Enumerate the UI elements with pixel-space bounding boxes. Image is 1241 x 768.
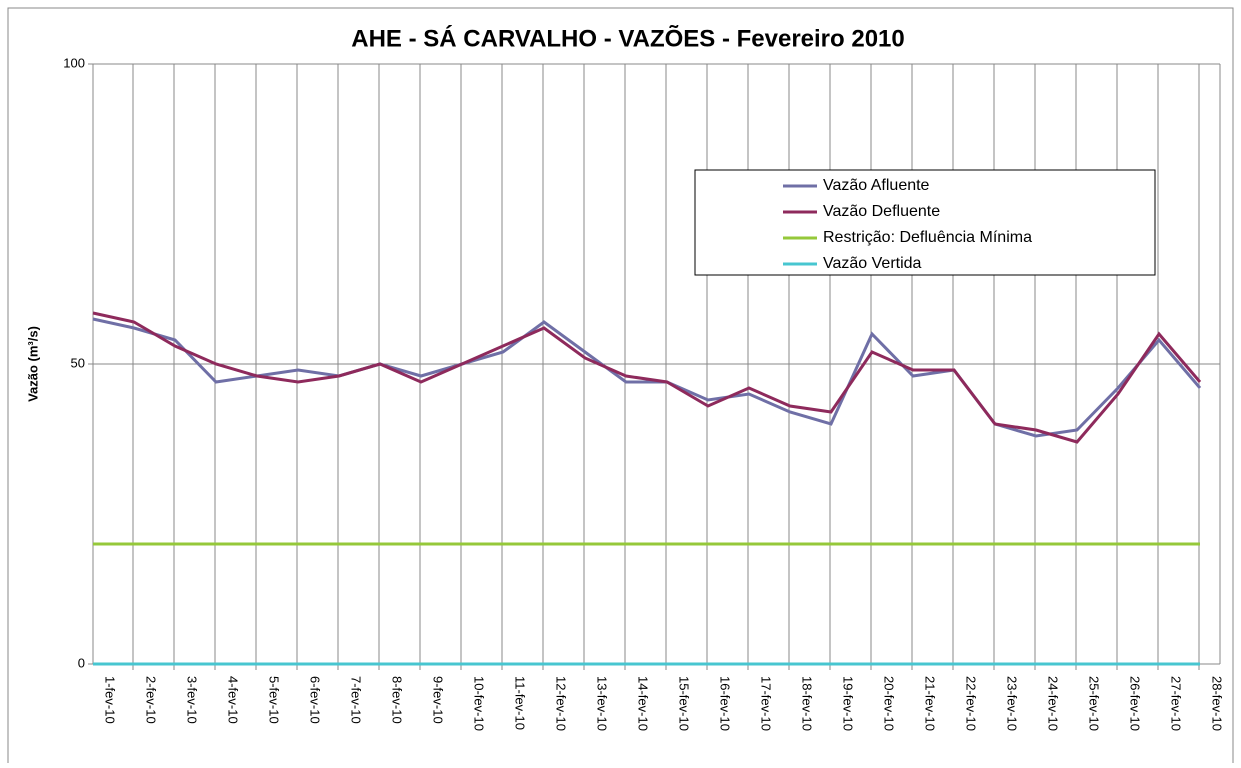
x-tick-label: 13-fev-10: [595, 676, 610, 731]
x-tick-label: 24-fev-10: [1046, 676, 1061, 731]
y-axis-label: Vazão (m³/s): [25, 326, 40, 402]
x-tick-label: 1-fev-10: [103, 676, 118, 724]
x-tick-label: 25-fev-10: [1087, 676, 1102, 731]
x-tick-label: 18-fev-10: [800, 676, 815, 731]
x-tick-label: 11-fev-10: [513, 676, 528, 730]
x-tick-label: 26-fev-10: [1128, 676, 1143, 731]
y-tick-label: 0: [78, 655, 85, 670]
frame: [7, 7, 1234, 768]
y-tick-label: 50: [71, 355, 85, 370]
legend-box: [694, 169, 1156, 276]
x-tick-label: 2-fev-10: [144, 676, 159, 724]
y-tick-label: 100: [63, 55, 85, 70]
x-tick-label: 15-fev-10: [677, 676, 692, 731]
x-tick-label: 5-fev-10: [267, 676, 282, 724]
legend-label: Vazão Vertida: [823, 255, 922, 272]
x-tick-label: 27-fev-10: [1169, 676, 1184, 731]
x-tick-label: 21-fev-10: [923, 676, 938, 731]
x-tick-label: 7-fev-10: [349, 676, 364, 724]
x-tick-label: 28-fev-10: [1210, 676, 1225, 731]
series-line: [92, 311, 1202, 444]
x-tick-label: 14-fev-10: [636, 676, 651, 731]
x-tick-label: 22-fev-10: [964, 676, 979, 731]
x-tick-label: 3-fev-10: [185, 676, 200, 724]
x-tick-label: 10-fev-10: [472, 676, 487, 731]
x-tick-label: 23-fev-10: [1005, 676, 1020, 731]
x-tick-label: 12-fev-10: [554, 676, 569, 731]
series-line: [92, 317, 1202, 438]
legend-label: Vazão Defluente: [823, 203, 940, 220]
legend-label: Vazão Afluente: [823, 177, 930, 194]
x-tick-label: 8-fev-10: [390, 676, 405, 724]
x-tick-label: 16-fev-10: [718, 676, 733, 731]
x-tick-label: 17-fev-10: [759, 676, 774, 731]
x-tick-label: 19-fev-10: [841, 676, 856, 731]
x-tick-label: 6-fev-10: [308, 676, 323, 724]
x-tick-label: 20-fev-10: [882, 676, 897, 731]
chart-title: AHE - SÁ CARVALHO - VAZÕES - Fevereiro 2…: [351, 24, 904, 52]
x-tick-label: 4-fev-10: [226, 676, 241, 724]
x-tick-label: 9-fev-10: [431, 676, 446, 724]
legend-label: Restrição: Defluência Mínima: [823, 229, 1032, 246]
